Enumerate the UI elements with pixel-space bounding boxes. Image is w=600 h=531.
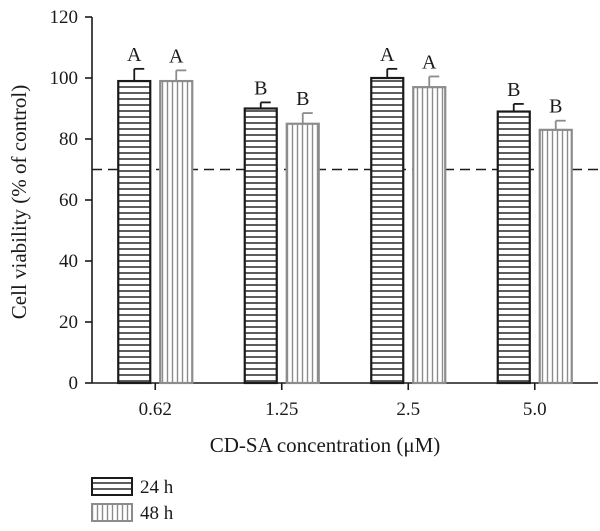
significance-label: B xyxy=(549,96,562,118)
y-tick-label: 80 xyxy=(59,129,78,150)
bar-24h-5.0 xyxy=(496,110,531,385)
bar-48h-5.0 xyxy=(538,128,573,385)
significance-label: B xyxy=(507,79,520,101)
bar-48h-1.25 xyxy=(285,122,320,385)
x-axis-title: CD-SA concentration (μM) xyxy=(210,433,441,457)
bar-24h-2.5 xyxy=(370,76,405,385)
legend-swatch xyxy=(91,477,133,496)
bar-24h-0.62 xyxy=(117,79,152,385)
legend-swatch xyxy=(91,503,133,522)
bar-48h-2.5 xyxy=(412,86,447,385)
y-tick-label: 100 xyxy=(50,68,79,89)
x-tick-label: 2.5 xyxy=(396,399,420,420)
significance-label: A xyxy=(422,51,437,73)
x-tick-label: 5.0 xyxy=(523,399,547,420)
x-tick-label: 0.62 xyxy=(139,399,172,420)
significance-label: A xyxy=(169,45,184,67)
significance-label: B xyxy=(254,77,267,99)
bars: A B A B A B A B xyxy=(117,44,573,385)
y-tick-label: 0 xyxy=(69,373,79,394)
x-tick-label: 1.25 xyxy=(265,399,298,420)
y-tick-label: 20 xyxy=(59,312,78,333)
legend-label: 24 h xyxy=(140,477,174,498)
significance-label: A xyxy=(380,44,395,66)
y-axis: 0 20 40 60 80 100 120 xyxy=(50,7,93,394)
bar-48h-0.62 xyxy=(159,79,194,385)
y-tick-label: 60 xyxy=(59,190,78,211)
x-axis: 0.62 1.25 2.5 5.0 xyxy=(92,382,598,420)
significance-label: B xyxy=(296,88,309,110)
legend-label: 48 h xyxy=(140,503,174,524)
significance-label: A xyxy=(127,44,142,66)
y-tick-label: 120 xyxy=(50,7,79,28)
legend: 24 h 48 h xyxy=(91,477,174,524)
bar-24h-1.25 xyxy=(243,107,278,385)
y-axis-title: Cell viability (% of control) xyxy=(7,85,31,319)
y-tick-label: 40 xyxy=(59,251,78,272)
